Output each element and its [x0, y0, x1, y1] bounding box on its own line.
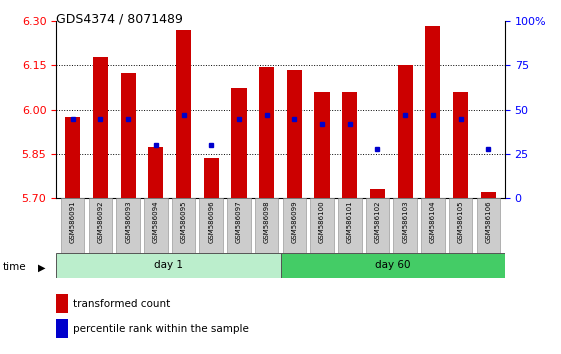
Bar	[176, 30, 191, 198]
Bar	[370, 189, 385, 198]
Text: GSM586092: GSM586092	[98, 200, 103, 243]
Text: GSM586101: GSM586101	[347, 200, 353, 243]
Text: GSM586106: GSM586106	[485, 200, 491, 243]
Text: ▶: ▶	[38, 262, 45, 272]
Bar	[65, 117, 80, 198]
Text: GSM586105: GSM586105	[458, 200, 463, 243]
Text: GSM586096: GSM586096	[208, 200, 214, 243]
FancyBboxPatch shape	[280, 253, 505, 278]
Text: transformed count: transformed count	[73, 299, 170, 309]
Text: GSM586098: GSM586098	[264, 200, 270, 243]
Bar	[425, 25, 440, 198]
FancyBboxPatch shape	[144, 198, 168, 253]
Text: day 60: day 60	[375, 261, 411, 270]
FancyBboxPatch shape	[56, 253, 280, 278]
FancyBboxPatch shape	[116, 198, 140, 253]
Bar	[231, 87, 247, 198]
FancyBboxPatch shape	[255, 198, 278, 253]
Text: GSM586097: GSM586097	[236, 200, 242, 243]
Text: GSM586102: GSM586102	[374, 200, 380, 243]
Text: day 1: day 1	[154, 261, 183, 270]
Bar	[453, 92, 468, 198]
FancyBboxPatch shape	[338, 198, 361, 253]
FancyBboxPatch shape	[172, 198, 195, 253]
Text: GSM586100: GSM586100	[319, 200, 325, 243]
Text: GSM586094: GSM586094	[153, 200, 159, 243]
Text: GSM586093: GSM586093	[125, 200, 131, 243]
FancyBboxPatch shape	[283, 198, 306, 253]
FancyBboxPatch shape	[227, 198, 251, 253]
Text: GSM586091: GSM586091	[70, 200, 76, 243]
Text: GSM586095: GSM586095	[181, 200, 187, 243]
Text: percentile rank within the sample: percentile rank within the sample	[73, 324, 249, 333]
Bar	[259, 67, 274, 198]
Bar	[481, 192, 496, 198]
Bar	[204, 158, 219, 198]
FancyBboxPatch shape	[449, 198, 472, 253]
Text: GSM586104: GSM586104	[430, 200, 436, 243]
Bar	[148, 147, 163, 198]
Bar	[342, 92, 357, 198]
Text: GSM586103: GSM586103	[402, 200, 408, 243]
Text: GSM586099: GSM586099	[291, 200, 297, 243]
Bar	[314, 92, 330, 198]
Text: time: time	[3, 262, 26, 272]
Bar	[121, 73, 136, 198]
FancyBboxPatch shape	[366, 198, 389, 253]
Bar	[93, 57, 108, 198]
FancyBboxPatch shape	[393, 198, 417, 253]
Text: GDS4374 / 8071489: GDS4374 / 8071489	[56, 12, 183, 25]
Bar	[287, 70, 302, 198]
Bar	[398, 65, 413, 198]
FancyBboxPatch shape	[310, 198, 334, 253]
FancyBboxPatch shape	[61, 198, 85, 253]
FancyBboxPatch shape	[476, 198, 500, 253]
FancyBboxPatch shape	[89, 198, 112, 253]
FancyBboxPatch shape	[421, 198, 445, 253]
FancyBboxPatch shape	[200, 198, 223, 253]
